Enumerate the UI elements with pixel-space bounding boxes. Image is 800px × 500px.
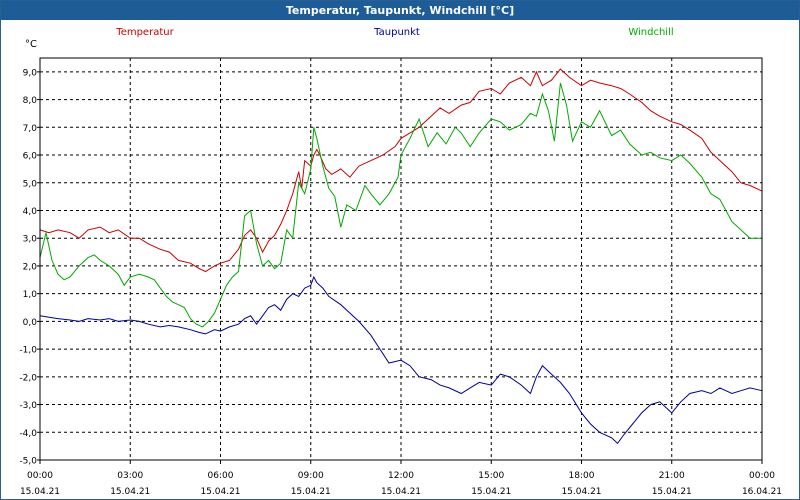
x-tick-date: 15.04.21 <box>291 487 331 497</box>
x-tick-date: 16.04.21 <box>742 487 782 497</box>
series-lines <box>39 68 763 445</box>
series-line-taupunkt <box>39 275 763 445</box>
x-tick-time: 00:00 <box>749 471 775 481</box>
y-tick-label: 5,0 <box>23 179 38 189</box>
y-tick-label: -5,0 <box>19 457 37 467</box>
x-tick-date: 15.04.21 <box>20 487 60 497</box>
x-tick-time: 15:00 <box>478 471 504 481</box>
y-tick-label: 3,0 <box>23 235 38 245</box>
series-line-windchill <box>39 82 762 328</box>
y-unit-label: °C <box>25 39 37 50</box>
x-tick-date: 15.04.21 <box>471 487 511 497</box>
y-tick-label: -3,0 <box>19 401 37 411</box>
x-tick-time: 21:00 <box>659 471 685 481</box>
x-tick-date: 15.04.21 <box>381 487 421 497</box>
grid <box>40 58 762 461</box>
legend-entry-temperatur: Temperatur <box>115 27 174 38</box>
x-tick-time: 12:00 <box>388 471 414 481</box>
y-tick-label: -4,0 <box>19 429 37 439</box>
legend-entry-taupunkt: Taupunkt <box>373 27 420 38</box>
x-tick-time: 18:00 <box>569 471 595 481</box>
legend-entry-windchill: Windchill <box>628 27 673 38</box>
y-tick-label: 2,0 <box>23 262 38 272</box>
x-axis-ticks: 00:00 15.04.21 03:00 15.04.21 06:00 15.04.21 0… <box>20 460 782 497</box>
y-tick-label: 1,0 <box>23 290 38 300</box>
x-tick-date: 15.04.21 <box>652 487 692 497</box>
chart: 9,0 8,0 7,0 6,0 5,0 4,0 3,0 2,0 1,0 0,0 -1,0 -2,0 -3… <box>19 27 782 497</box>
y-tick-label: 7,0 <box>23 124 38 134</box>
y-axis-ticks: 9,0 8,0 7,0 6,0 5,0 4,0 3,0 2,0 1,0 0,0 -1,0 -2,0 -3… <box>19 68 40 467</box>
series-line-temperatur <box>39 68 763 273</box>
x-tick-time: 06:00 <box>208 471 234 481</box>
y-tick-label: 9,0 <box>23 68 38 78</box>
x-tick-time: 03:00 <box>117 471 143 481</box>
y-tick-label: -2,0 <box>19 373 37 383</box>
y-tick-label: -1,0 <box>19 346 37 356</box>
x-tick-date: 15.04.21 <box>110 487 150 497</box>
x-tick-date: 15.04.21 <box>561 487 601 497</box>
legend: Temperatur Taupunkt Windchill <box>115 27 673 38</box>
x-tick-date: 15.04.21 <box>200 487 240 497</box>
y-tick-label: 8,0 <box>23 96 38 106</box>
x-tick-time: 09:00 <box>298 471 324 481</box>
y-tick-label: 0,0 <box>23 318 38 328</box>
y-tick-label: 4,0 <box>23 207 38 217</box>
x-tick-time: 00:00 <box>27 471 53 481</box>
y-tick-label: 6,0 <box>23 152 38 162</box>
window-title: Temperatur, Taupunkt, Windchill [°C] <box>1 1 799 20</box>
